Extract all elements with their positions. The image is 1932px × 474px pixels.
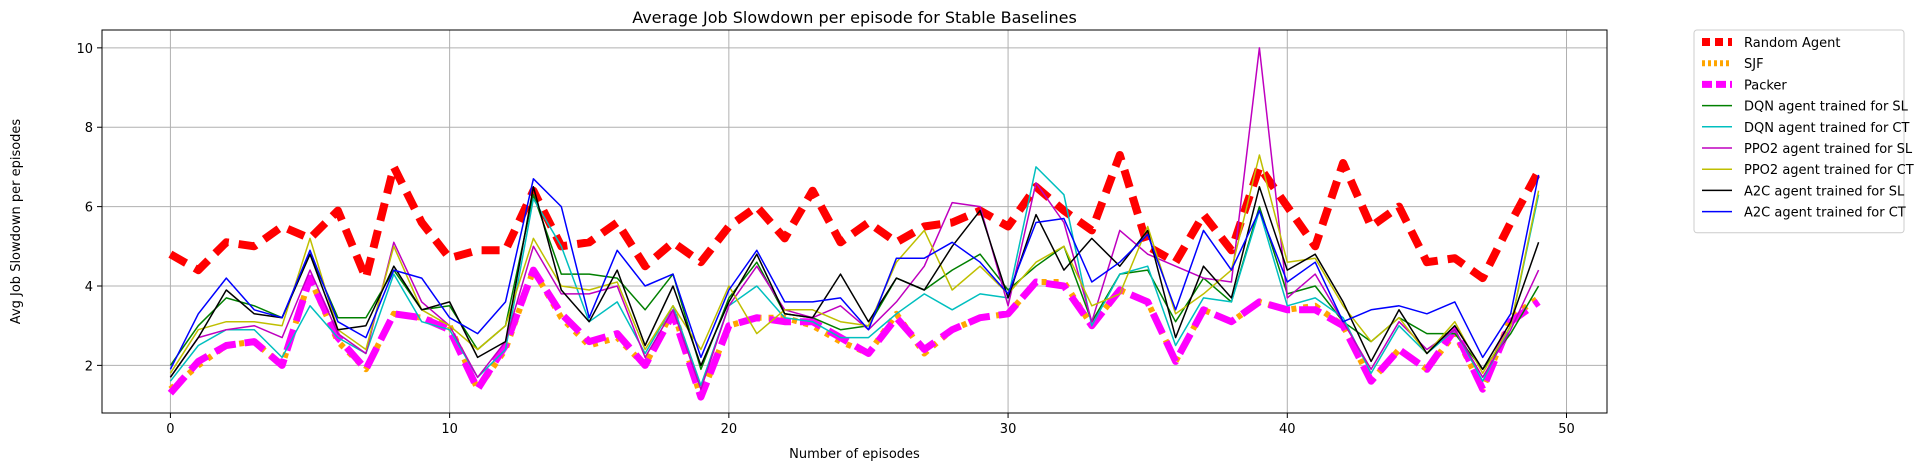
grid	[102, 30, 1607, 413]
series-layer	[167, 47, 1543, 401]
series-6	[169, 154, 1540, 375]
y-tick-label: 2	[85, 359, 93, 374]
legend-label: PPO2 agent trained for SL	[1744, 142, 1913, 157]
series-7	[169, 186, 1540, 378]
legend-label: PPO2 agent trained for CT	[1744, 163, 1914, 178]
legend-label: Packer	[1744, 78, 1787, 93]
x-tick-label: 40	[1279, 422, 1296, 437]
series-4	[169, 166, 1540, 386]
series-0	[168, 151, 1543, 283]
legend-label: A2C agent trained for SL	[1744, 184, 1905, 199]
series-line	[169, 154, 1540, 375]
x-tick-label: 20	[721, 422, 738, 437]
legend-label: Random Agent	[1744, 36, 1840, 51]
y-tick-label: 4	[85, 280, 93, 295]
y-axis-label: Avg Job Slowdown per episodes	[9, 119, 24, 325]
series-3	[169, 193, 1540, 371]
series-line	[169, 47, 1540, 390]
x-tick-label: 0	[166, 422, 174, 437]
series-line	[167, 266, 1541, 401]
series-8	[169, 174, 1540, 370]
x-tick-label: 30	[1000, 422, 1017, 437]
legend-label: A2C agent trained for CT	[1744, 206, 1906, 221]
plot-frame	[101, 29, 1608, 414]
x-tick-label: 10	[441, 422, 458, 437]
legend-box	[1693, 29, 1905, 234]
series-2	[167, 266, 1541, 401]
chart-title: Average Job Slowdown per episode for Sta…	[632, 8, 1077, 27]
series-5	[169, 47, 1540, 390]
x-axis-label: Number of episodes	[789, 447, 920, 462]
series-line	[169, 174, 1540, 370]
axis-ticks: 0 10 20 30 40 50 2 4 6 8 10	[76, 42, 1574, 437]
x-tick-label: 50	[1558, 422, 1575, 437]
legend-label: DQN agent trained for CT	[1744, 121, 1910, 136]
y-tick-label: 10	[76, 42, 93, 57]
legend-label: DQN agent trained for SL	[1744, 100, 1909, 115]
y-tick-label: 6	[85, 201, 93, 216]
legend: Random Agent SJF Packer DQN agent trained f…	[1693, 29, 1914, 234]
series-line	[169, 186, 1540, 378]
series-line	[169, 166, 1540, 386]
y-tick-label: 8	[85, 121, 93, 136]
series-line	[169, 193, 1540, 371]
series-line	[168, 151, 1543, 283]
legend-label: SJF	[1744, 57, 1764, 72]
